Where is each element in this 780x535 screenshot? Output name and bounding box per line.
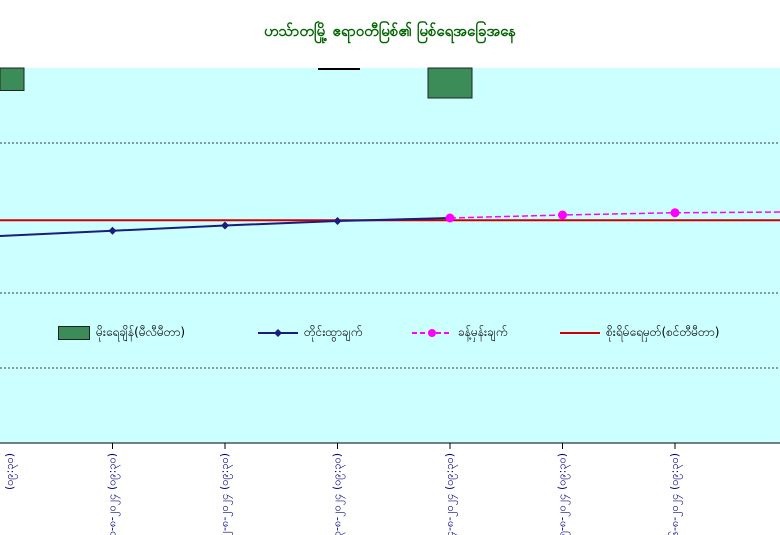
observed-point bbox=[108, 226, 117, 235]
gridlines bbox=[0, 142, 780, 369]
observed-point bbox=[221, 221, 229, 230]
legend-forecast-swatch bbox=[412, 329, 452, 337]
x-tick-label: ၁၅-၈-၂၀၂၄ (၀၉:၃၀) bbox=[556, 453, 571, 535]
legend-danger-swatch bbox=[560, 332, 600, 334]
legend-rainfall-swatch bbox=[58, 326, 90, 340]
legend-forecast: ခန့်မှန်းချက် bbox=[412, 323, 507, 343]
rainfall-bars bbox=[0, 67, 473, 99]
legend-observed: တိုင်းထွာချက် bbox=[258, 323, 362, 343]
forecast-series bbox=[445, 208, 780, 223]
legend-rainfall: မိုးရေချိန်(မီလီမီတာ) bbox=[58, 323, 185, 343]
x-axis bbox=[0, 442, 780, 449]
legend-danger: စိုးရိမ်ရေမှတ်(စင်တီမီတာ) bbox=[560, 323, 719, 343]
x-tick-label: ၁၄-၈-၂၀၂၄ (၀၉:၃၀) bbox=[443, 453, 458, 535]
chart-title: ဟသ်ာတမြို့ ဧရာဝတီမြစ်၏ မြစ်ရေအခြေအနေ bbox=[263, 22, 517, 40]
forecast-point bbox=[445, 213, 455, 223]
legend-danger-label: စိုးရိမ်ရေမှတ်(စင်တီမီတာ) bbox=[606, 325, 720, 339]
rainfall-bar bbox=[427, 67, 473, 99]
x-tick-label: (၀၉:၃၀) bbox=[3, 453, 18, 490]
rainfall-bar bbox=[0, 67, 25, 91]
legend-forecast-label: ခန့်မှန်းချက် bbox=[458, 325, 508, 339]
legend-rainfall-label: မိုးရေချိန်(မီလီမီတာ) bbox=[96, 325, 186, 339]
x-tick-label: ၁၃-၈-၂၀၂၄ (၀၉:၃၀) bbox=[331, 453, 346, 535]
observed-point bbox=[333, 217, 342, 225]
x-tick-label: ၁၆-၈-၂၀၂၄ (၀၉:၃၀) bbox=[668, 453, 683, 535]
plot-area bbox=[0, 68, 780, 443]
legend-observed-swatch bbox=[258, 329, 298, 337]
x-tick-labels: (၀၉:၃၀) ၁၁-၈-၂၀၂၄ (၀၉:၃၀) ၁၂-၈-၂၀၂၄ (၀၉:၃၀… bbox=[3, 453, 683, 535]
x-tick-label: ၁၂-၈-၂၀၂၄ (၀၉:၃၀) bbox=[218, 453, 233, 535]
forecast-point bbox=[558, 210, 567, 220]
x-tick-label: ၁၁-၈-၂၀၂၄ (၀၉:၃၀) bbox=[106, 453, 121, 535]
legend-observed-label: တိုင်းထွာချက် bbox=[304, 325, 363, 339]
forecast-point bbox=[670, 208, 680, 218]
